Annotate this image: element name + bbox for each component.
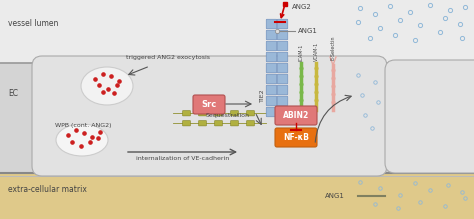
FancyBboxPatch shape: [246, 111, 255, 116]
FancyBboxPatch shape: [182, 121, 191, 126]
Text: ICAM-1: ICAM-1: [299, 44, 303, 61]
FancyBboxPatch shape: [182, 111, 191, 116]
Text: internalization of VE-cadherin: internalization of VE-cadherin: [137, 157, 229, 161]
FancyBboxPatch shape: [230, 121, 238, 126]
Text: ABIN2: ABIN2: [283, 111, 309, 120]
FancyBboxPatch shape: [277, 41, 288, 51]
Text: NF-κB: NF-κB: [283, 133, 309, 142]
FancyBboxPatch shape: [385, 60, 474, 173]
Text: WPB (cont. ANG2): WPB (cont. ANG2): [55, 124, 111, 129]
Text: vessel lumen: vessel lumen: [8, 19, 58, 28]
FancyBboxPatch shape: [275, 128, 317, 147]
FancyBboxPatch shape: [199, 121, 206, 126]
Ellipse shape: [81, 67, 133, 105]
Text: ANG2: ANG2: [292, 4, 312, 10]
Text: ANG1: ANG1: [298, 28, 318, 34]
Text: Src: Src: [201, 100, 217, 109]
FancyBboxPatch shape: [275, 106, 317, 125]
FancyBboxPatch shape: [277, 52, 288, 62]
Text: E-Selectin: E-Selectin: [330, 35, 336, 60]
FancyBboxPatch shape: [266, 19, 277, 29]
FancyBboxPatch shape: [246, 121, 255, 126]
FancyBboxPatch shape: [193, 95, 225, 114]
Text: EC: EC: [8, 88, 18, 97]
Text: extra-cellular matrix: extra-cellular matrix: [8, 185, 87, 194]
FancyBboxPatch shape: [277, 74, 288, 84]
FancyBboxPatch shape: [266, 74, 277, 84]
FancyBboxPatch shape: [266, 63, 277, 73]
Text: triggered ANG2 exocytosis: triggered ANG2 exocytosis: [126, 55, 210, 60]
Text: VCAM-1: VCAM-1: [313, 42, 319, 61]
FancyBboxPatch shape: [230, 111, 238, 116]
FancyBboxPatch shape: [266, 52, 277, 62]
FancyBboxPatch shape: [32, 56, 387, 176]
FancyBboxPatch shape: [199, 111, 206, 116]
Text: TIE2: TIE2: [259, 88, 264, 102]
FancyBboxPatch shape: [266, 30, 277, 40]
FancyBboxPatch shape: [266, 96, 277, 106]
Ellipse shape: [56, 124, 108, 156]
FancyBboxPatch shape: [215, 121, 222, 126]
FancyBboxPatch shape: [277, 96, 288, 106]
Bar: [0, 63, 474, 173]
Text: Sequestration: Sequestration: [206, 113, 250, 118]
FancyBboxPatch shape: [277, 19, 288, 29]
Bar: [0, 0, 474, 63]
FancyBboxPatch shape: [277, 30, 288, 40]
FancyBboxPatch shape: [277, 85, 288, 95]
FancyBboxPatch shape: [266, 41, 277, 51]
Bar: [0, 173, 474, 219]
FancyBboxPatch shape: [266, 85, 277, 95]
FancyBboxPatch shape: [266, 107, 277, 117]
FancyBboxPatch shape: [277, 63, 288, 73]
FancyBboxPatch shape: [277, 107, 288, 117]
FancyBboxPatch shape: [215, 111, 222, 116]
Text: ANG1: ANG1: [325, 193, 345, 199]
